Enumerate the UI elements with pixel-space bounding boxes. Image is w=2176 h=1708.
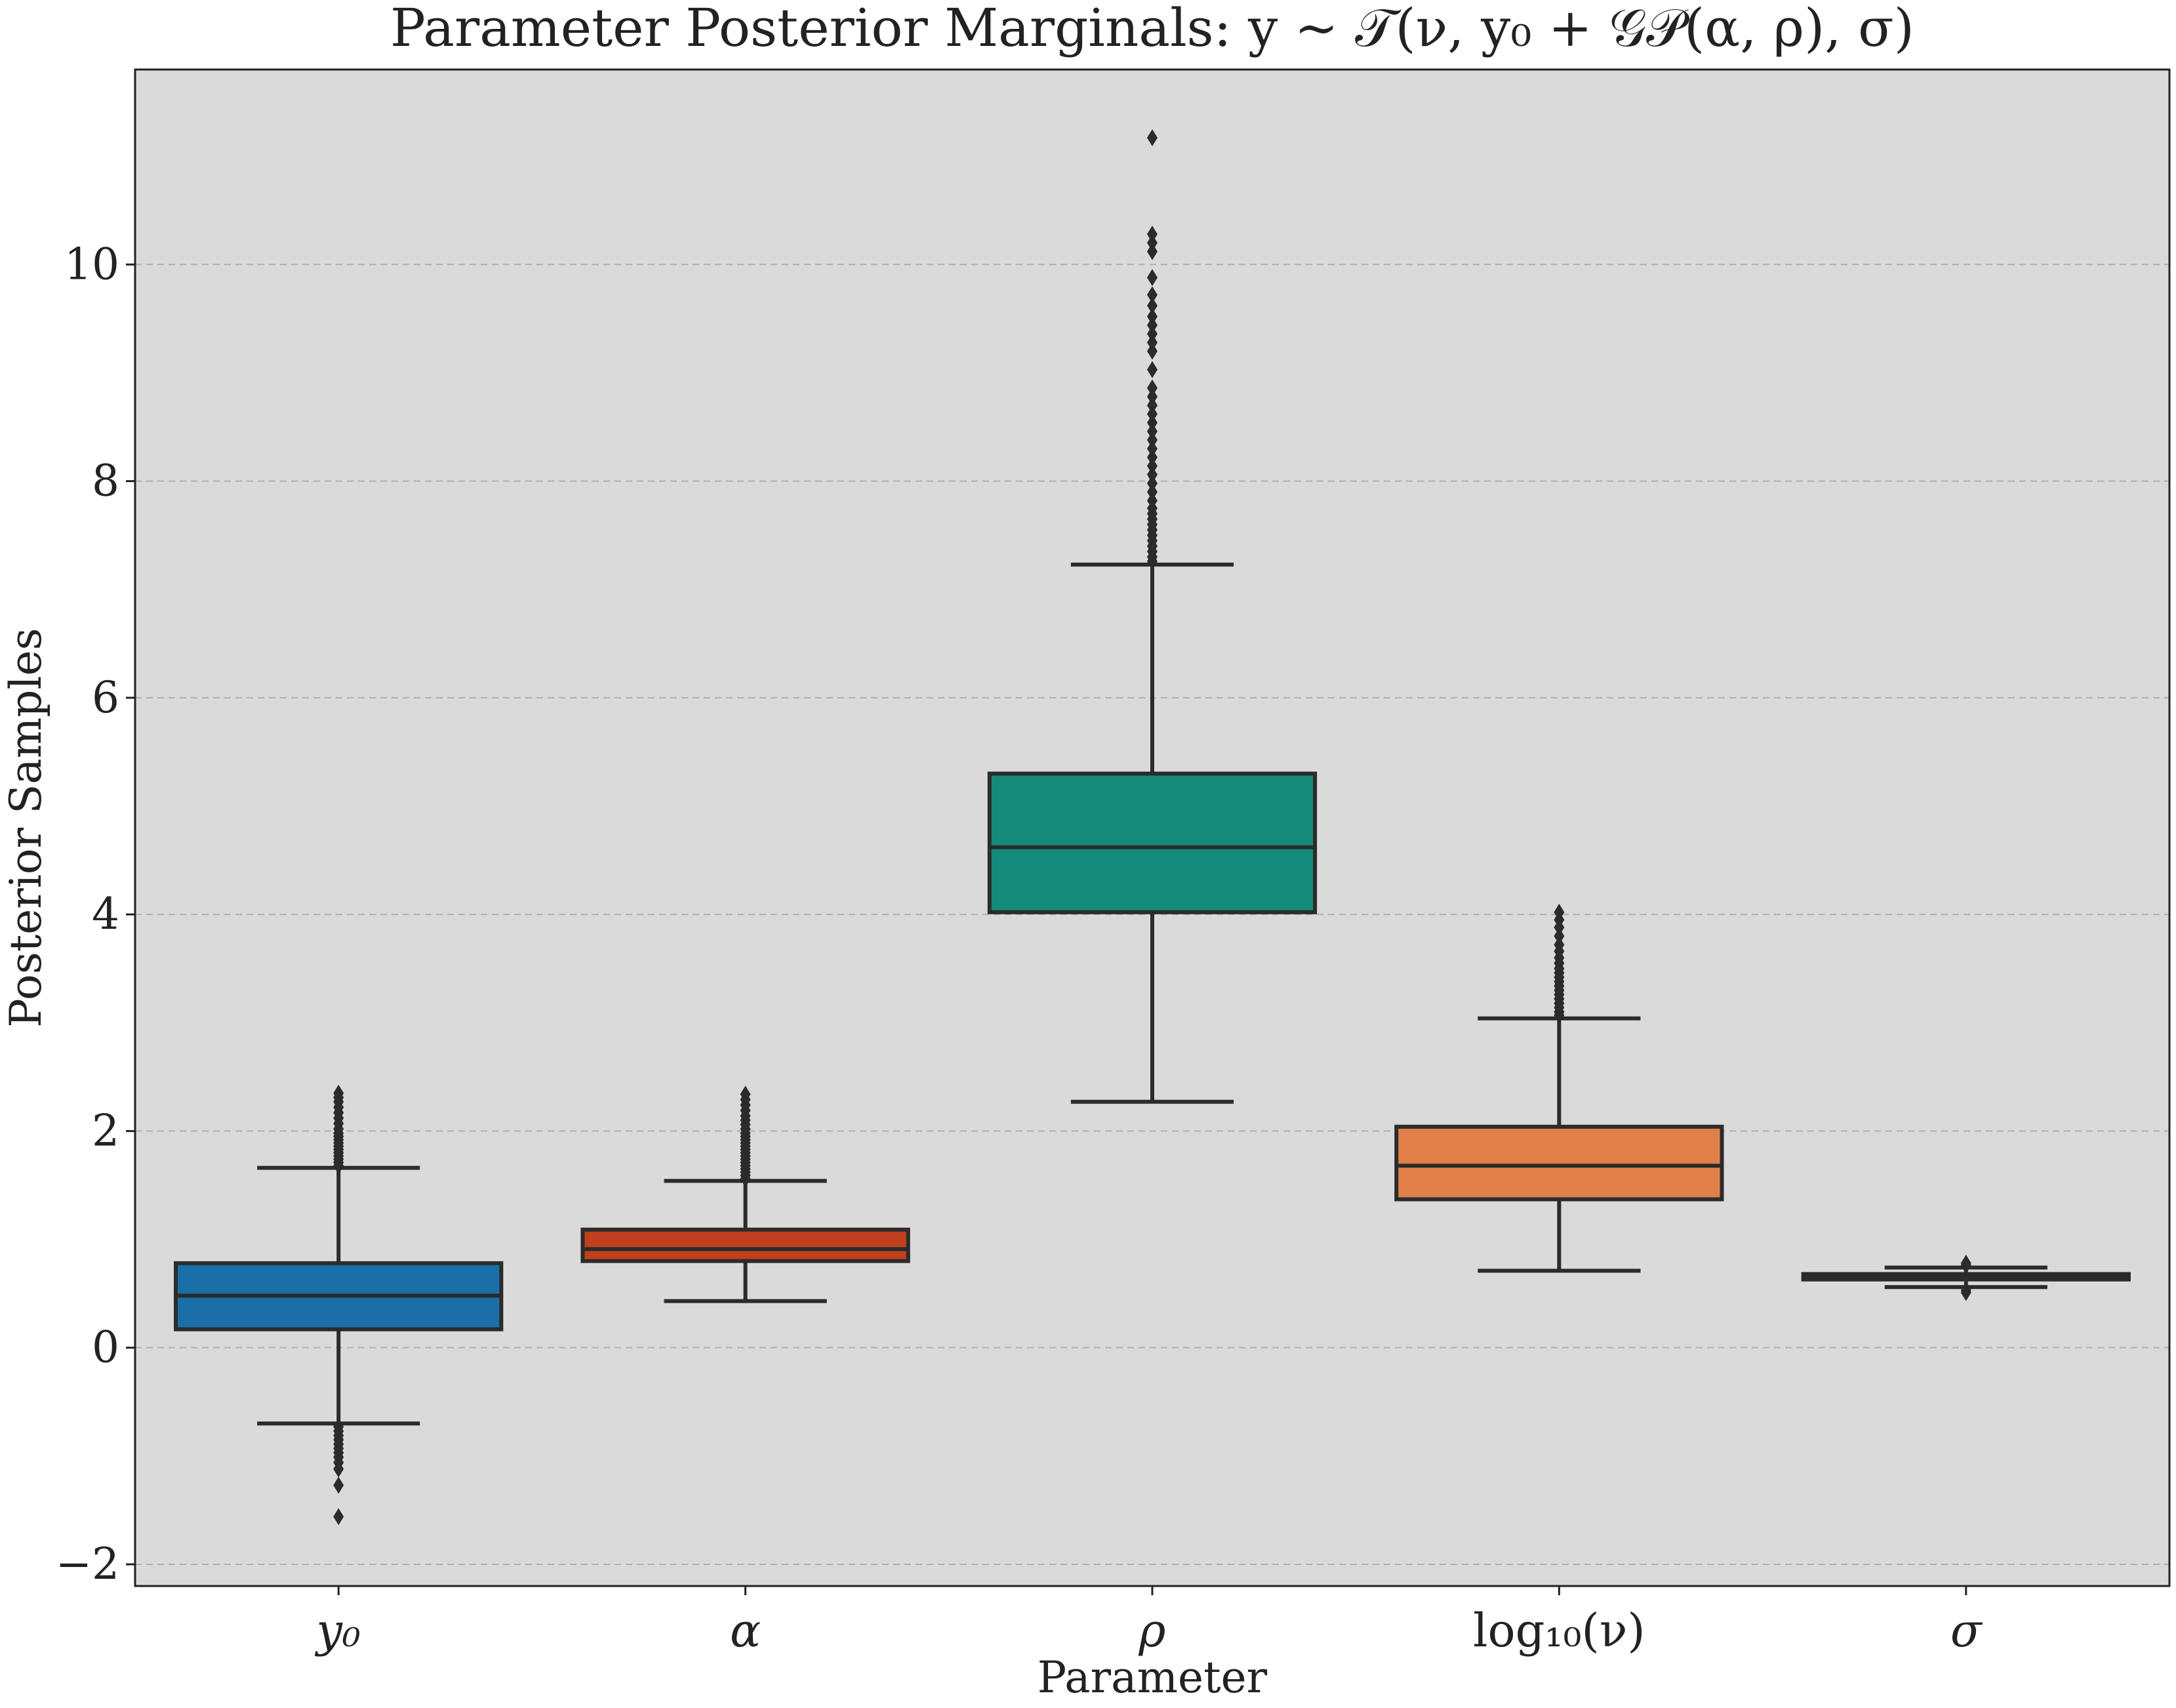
- box-group: [987, 129, 1318, 1104]
- x-axis: y₀ α ρ log₁₀(ν) σ: [314, 1586, 1983, 1657]
- box-group: [1394, 903, 1724, 1273]
- y-tick-label: 2: [92, 1105, 119, 1156]
- outlier-point: [1147, 405, 1158, 423]
- outlier-point: [1147, 286, 1158, 304]
- outlier-point: [1147, 483, 1158, 501]
- outlier-point: [333, 1508, 344, 1526]
- chart-title: Parameter Posterior Marginals: y ~ 𝒯(ν, …: [390, 0, 1914, 58]
- box-group: [580, 1086, 910, 1303]
- y-tick-label: 10: [64, 239, 119, 289]
- outlier-point: [1147, 243, 1158, 260]
- outlier-point: [1147, 422, 1158, 440]
- outlier-point: [1960, 1254, 1971, 1272]
- outlier-point: [1147, 379, 1158, 397]
- outlier-point: [1147, 388, 1158, 405]
- box-group: [1801, 1254, 2131, 1301]
- outlier-point: [1147, 449, 1158, 466]
- outlier-point: [333, 1460, 344, 1478]
- y-tick-label: 6: [92, 672, 119, 723]
- y-tick-label: 4: [92, 889, 119, 939]
- outlier-point: [1147, 457, 1158, 475]
- outlier-point: [1147, 396, 1158, 414]
- box: [1394, 1124, 1724, 1202]
- outlier-point: [1147, 440, 1158, 457]
- outlier-point: [333, 1476, 344, 1494]
- outlier-point: [1147, 297, 1158, 315]
- outlier-point: [1147, 431, 1158, 449]
- box: [987, 771, 1318, 914]
- y-axis: −2 0 2 4 6 8 10: [56, 239, 135, 1589]
- outlier-point: [1147, 492, 1158, 510]
- outlier-point: [1147, 308, 1158, 325]
- outlier-point: [1554, 927, 1565, 945]
- x-tick-label: σ: [1950, 1604, 1983, 1657]
- outlier-point: [1147, 269, 1158, 287]
- outlier-point: [1147, 466, 1158, 483]
- outlier-point: [1147, 226, 1158, 243]
- x-tick-label: α: [730, 1604, 761, 1657]
- outlier-point: [740, 1086, 751, 1103]
- y-axis-label: Posterior Samples: [1, 628, 51, 1027]
- outlier-point: [1554, 903, 1565, 921]
- x-tick-label: log₁₀(ν): [1473, 1604, 1645, 1657]
- y-tick-label: 0: [92, 1322, 119, 1373]
- outlier-point: [1147, 414, 1158, 432]
- x-tick-label: ρ: [1138, 1604, 1165, 1657]
- outlier-point: [1147, 234, 1158, 252]
- outlier-point: [1554, 936, 1565, 954]
- outlier-point: [333, 1084, 344, 1102]
- outlier-point: [1147, 361, 1158, 378]
- box-group: [174, 1084, 504, 1526]
- x-tick-label: y₀: [314, 1604, 361, 1657]
- x-axis-label: Parameter: [1038, 1652, 1268, 1703]
- outlier-point: [1147, 342, 1158, 360]
- y-tick-label: −2: [56, 1539, 119, 1589]
- outlier-point: [1147, 334, 1158, 352]
- y-tick-label: 8: [92, 456, 119, 506]
- outlier-point: [1147, 129, 1158, 147]
- outlier-point: [1147, 474, 1158, 492]
- outlier-point: [1960, 1284, 1971, 1301]
- box-series: [174, 129, 2131, 1526]
- box: [580, 1227, 910, 1263]
- outlier-point: [1147, 316, 1158, 334]
- outlier-point: [1147, 325, 1158, 342]
